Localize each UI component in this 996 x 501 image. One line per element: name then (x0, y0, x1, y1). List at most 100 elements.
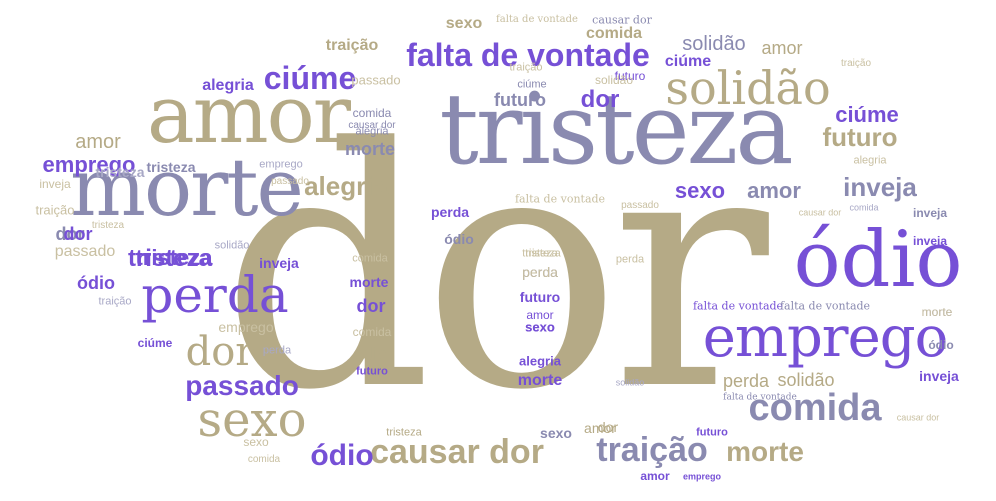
word: perda (722, 371, 770, 391)
word: falta de vontade (514, 192, 606, 206)
word: comida (585, 25, 643, 42)
word: ciúme (137, 336, 173, 350)
word: falta de vontade (692, 299, 784, 313)
word: solidão (615, 377, 645, 388)
word: traição (325, 37, 379, 54)
word: causar dor (592, 13, 652, 27)
word: solidão (682, 33, 746, 55)
word: comida (849, 202, 879, 213)
word: inveja (843, 172, 917, 202)
word: tristeza (439, 73, 793, 187)
word: sexo (525, 319, 555, 335)
word: futuro (519, 289, 561, 305)
word: amor (526, 308, 554, 322)
word: sexo (197, 392, 307, 448)
word: causar dor (896, 412, 940, 423)
word: solidão (214, 239, 250, 252)
word: tristeza (135, 245, 213, 270)
word: passado (271, 176, 309, 187)
word: tristeza (522, 247, 558, 260)
word: falta de vontade (723, 392, 797, 403)
word: perda (141, 266, 289, 324)
word: sexo (243, 435, 269, 449)
word: traição (98, 295, 132, 308)
word: morte (726, 436, 804, 467)
word: inveja (39, 177, 71, 191)
word: amor (747, 178, 801, 203)
word: alegria (304, 171, 388, 201)
word: ódio (928, 338, 954, 352)
word: alegria (853, 154, 887, 167)
word: tristeza (386, 426, 422, 439)
word: amor (75, 131, 121, 153)
word: ciúme (664, 53, 712, 70)
word: morte (921, 305, 953, 319)
word: dor (580, 86, 620, 113)
word: inveja (919, 368, 959, 384)
word: dor (597, 419, 619, 435)
word: emprego (259, 158, 303, 171)
word: comida (352, 325, 392, 339)
word: ciúme (263, 60, 357, 96)
word: amor (640, 469, 670, 483)
word: emprego (682, 471, 722, 482)
word: alegria (355, 125, 389, 138)
word: perda (522, 264, 558, 280)
word: morte (344, 139, 396, 159)
word: morte (517, 372, 563, 389)
word: sexo (540, 425, 572, 441)
word: solidão (594, 73, 634, 87)
word: amor (761, 38, 803, 58)
word: morte (70, 141, 304, 234)
word: passado (185, 370, 299, 401)
word: tristeza (95, 164, 145, 180)
word: futuro (696, 426, 728, 439)
word: ódio (77, 273, 115, 293)
word: futuro (494, 90, 546, 110)
word: ódio (310, 439, 374, 472)
word: ciúme (835, 102, 899, 127)
word: inveja (912, 206, 948, 220)
word: traição (35, 202, 75, 218)
word: comida (748, 387, 882, 429)
word: tristeza (127, 245, 213, 272)
word: ciúme (517, 78, 547, 91)
word: sexo (445, 15, 483, 32)
word: passado (54, 243, 116, 260)
word: emprego (702, 305, 949, 370)
word: morte (349, 274, 389, 290)
word: alegria (519, 353, 561, 369)
word: comida (352, 252, 388, 265)
word: perda (430, 204, 470, 220)
word: ódio (444, 231, 474, 247)
word: dor (55, 224, 85, 244)
word: causar dor (348, 120, 396, 131)
word: passado (351, 72, 401, 88)
word: traição (509, 61, 543, 74)
word: causar dor (798, 207, 842, 218)
word: tristeza (146, 159, 196, 175)
word: amor (584, 420, 616, 436)
word: perda (522, 264, 558, 280)
word: comida (247, 454, 281, 465)
word: solidão (777, 370, 835, 390)
word: solidão (665, 61, 831, 115)
word: tristeza (91, 220, 125, 231)
word: futuro (822, 122, 898, 152)
word: emprego (42, 152, 136, 177)
word: futuro (614, 69, 646, 83)
word: dor (63, 224, 93, 244)
word: futuro (356, 365, 388, 378)
word: perda (262, 344, 292, 357)
word: perda (615, 253, 645, 266)
word: falta de vontade (779, 299, 871, 313)
word: ódio (793, 215, 963, 305)
word: passado (621, 200, 659, 211)
word: traição (840, 58, 872, 69)
word: dor (185, 329, 255, 375)
word: causar dor (370, 433, 544, 471)
word: inveja (912, 234, 948, 248)
word: falta de vontade (496, 14, 578, 25)
word: sexo (674, 178, 726, 203)
